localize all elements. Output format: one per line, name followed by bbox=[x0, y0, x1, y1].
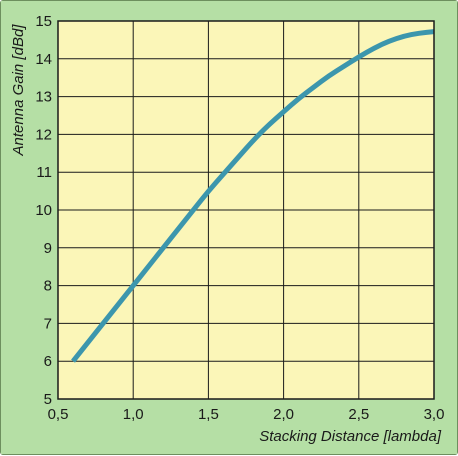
y-tick-label-6: 6 bbox=[44, 353, 52, 370]
x-tick-label-0-5: 0,5 bbox=[48, 406, 69, 423]
y-tick-label-11: 11 bbox=[36, 164, 52, 181]
y-tick-labels: 5 6 7 8 9 10 11 12 13 14 15 bbox=[35, 13, 52, 408]
y-axis-title: Antenna Gain [dBd] bbox=[10, 24, 27, 157]
series-group bbox=[71, 29, 435, 363]
y-tick-label-12: 12 bbox=[35, 126, 52, 143]
y-tick-label-8: 8 bbox=[44, 278, 52, 295]
y-tick-label-7: 7 bbox=[44, 315, 52, 332]
x-tick-label-3-0: 3,0 bbox=[424, 406, 445, 423]
x-tick-label-1-5: 1,5 bbox=[198, 406, 219, 423]
x-tick-label-1-0: 1,0 bbox=[123, 406, 144, 423]
x-tick-labels: 0,5 1,0 1,5 2,0 2,5 3,0 bbox=[48, 406, 445, 423]
x-axis-title: Stacking Distance [lambda] bbox=[259, 428, 442, 445]
y-tick-label-10: 10 bbox=[35, 202, 52, 219]
x-tick-label-2-5: 2,5 bbox=[348, 406, 369, 423]
x-tick-label-2-0: 2,0 bbox=[273, 406, 294, 423]
y-tick-label-9: 9 bbox=[44, 240, 52, 257]
y-tick-label-15: 15 bbox=[35, 13, 52, 30]
series-line-0 bbox=[71, 29, 435, 363]
y-tick-label-13: 13 bbox=[35, 89, 52, 106]
plot-border bbox=[57, 20, 435, 400]
y-tick-label-14: 14 bbox=[35, 51, 52, 68]
y-tick-label-5: 5 bbox=[44, 391, 52, 408]
